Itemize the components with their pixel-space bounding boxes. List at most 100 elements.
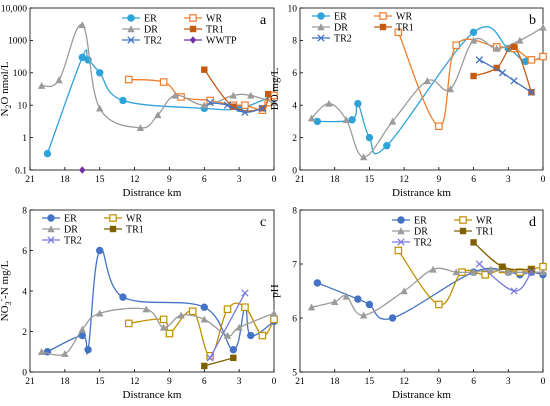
series-er xyxy=(43,246,278,356)
legend-marker xyxy=(47,236,55,244)
data-point xyxy=(43,149,52,158)
x-tick-label: 3 xyxy=(237,377,242,387)
data-point xyxy=(206,96,214,105)
data-point xyxy=(469,36,478,44)
legend-item-tr1: TR1 xyxy=(104,225,144,236)
legend-item-wwtp: WWTP xyxy=(184,36,237,47)
data-point xyxy=(493,64,500,72)
x-tick-label: 0 xyxy=(541,175,546,185)
data-point xyxy=(499,263,506,270)
data-point xyxy=(475,56,484,64)
legend-item-wr: WR xyxy=(374,12,412,23)
y-tick-label: 10,000 xyxy=(1,4,27,14)
series-line xyxy=(46,49,275,154)
x-tick-label: 0 xyxy=(272,377,277,387)
plot-frame xyxy=(29,7,275,171)
data-point xyxy=(206,354,214,362)
legend-marker xyxy=(379,12,387,20)
y-tick-label: 6 xyxy=(292,314,297,324)
data-point xyxy=(223,305,232,314)
chart-panel-a: 0.1 1 10 100 1000 10,000 21 18 15 12 9 6 3 0 Distrance… xyxy=(0,4,278,199)
y-tick-label: 2 xyxy=(22,328,27,338)
panel-letter: b xyxy=(529,13,536,28)
y-axis-label-sub: 3 xyxy=(4,301,13,305)
data-point xyxy=(61,350,69,357)
legend: ER WR DR TR1 TR2 xyxy=(392,216,494,249)
panel-letter: d xyxy=(529,215,536,230)
legend-label: ER xyxy=(144,14,157,25)
data-point xyxy=(498,69,507,77)
data-point xyxy=(124,319,133,328)
data-point xyxy=(487,265,495,273)
x-tick-label: 6 xyxy=(471,377,476,387)
legend-label: TR2 xyxy=(334,34,352,45)
x-tick-label: 9 xyxy=(436,175,441,185)
legend-item-er: ER xyxy=(122,14,157,25)
legend-item-tr1: TR1 xyxy=(454,227,494,238)
y-axis-label: pH xyxy=(269,284,281,298)
y-axis-label-main: N xyxy=(0,109,11,117)
data-point xyxy=(200,315,208,323)
x-axis-label: Distrance km xyxy=(392,389,451,401)
series-tr2 xyxy=(475,56,536,96)
legend-marker xyxy=(459,227,467,235)
y-tick-label: 7 xyxy=(292,260,297,270)
data-point xyxy=(78,21,86,29)
series-line xyxy=(210,101,263,114)
y-tick-label: 6 xyxy=(292,69,297,79)
legend-label: TR1 xyxy=(126,225,144,236)
x-tick-label: 0 xyxy=(272,175,277,185)
legend-item-dr: DR xyxy=(122,25,158,36)
data-point xyxy=(342,116,350,123)
data-point xyxy=(96,246,104,255)
data-point xyxy=(241,289,249,297)
x-tick-label: 9 xyxy=(167,377,172,387)
legend-label: WR xyxy=(396,12,412,23)
plot-frame xyxy=(299,209,544,373)
chart-panel-d: 5 6 7 8 21 18 15 12 9 6 3 0 Distrance km pH d ER WR DR TR1… xyxy=(269,206,547,401)
y-axis-label-sub: 2 xyxy=(4,105,13,109)
legend-item-tr1: TR1 xyxy=(184,25,224,36)
data-point xyxy=(354,295,362,303)
data-point xyxy=(96,104,104,112)
data-point xyxy=(528,266,535,273)
legend-label: WR xyxy=(206,14,222,25)
data-point xyxy=(37,348,46,355)
data-point xyxy=(365,300,374,309)
y-tick-label: 1 xyxy=(22,134,27,144)
panel-letter: a xyxy=(260,13,267,28)
data-point xyxy=(201,362,208,370)
data-point xyxy=(177,311,185,319)
x-tick-label: 0 xyxy=(541,377,546,387)
data-point xyxy=(247,91,255,99)
y-tick-label: 0 xyxy=(292,166,297,176)
legend-marker xyxy=(459,216,467,224)
legend-label: TR1 xyxy=(206,25,224,36)
data-point xyxy=(79,166,86,174)
data-point xyxy=(394,246,403,255)
data-point xyxy=(510,77,518,85)
y-tick-label: 0 xyxy=(22,368,27,378)
data-point xyxy=(96,309,104,317)
data-point xyxy=(527,268,536,276)
series-wr xyxy=(394,246,547,309)
data-point xyxy=(446,85,455,93)
legend-label: ER xyxy=(334,12,347,23)
data-point xyxy=(223,101,232,109)
data-point xyxy=(470,72,477,80)
legend-label: ER xyxy=(414,216,427,227)
x-tick-label: 12 xyxy=(399,377,409,387)
legend-label: DR xyxy=(64,225,78,236)
data-point xyxy=(136,124,145,132)
data-point xyxy=(400,287,408,295)
data-point xyxy=(354,99,362,108)
legend-marker xyxy=(189,25,197,33)
series-line xyxy=(41,307,275,356)
data-point xyxy=(230,103,237,110)
data-point xyxy=(481,271,489,279)
y-axis-label: N2O nmol/L xyxy=(0,61,13,116)
data-point xyxy=(258,331,267,340)
y-tick-label: 6 xyxy=(22,247,27,257)
data-point xyxy=(388,117,397,125)
